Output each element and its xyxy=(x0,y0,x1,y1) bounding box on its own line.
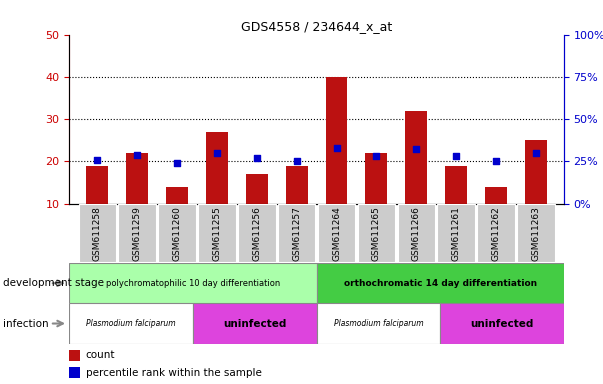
Bar xyxy=(86,166,108,204)
FancyBboxPatch shape xyxy=(158,204,196,262)
Text: infection: infection xyxy=(3,318,49,329)
Bar xyxy=(317,263,564,303)
Text: GSM611257: GSM611257 xyxy=(292,206,301,261)
Text: GSM611262: GSM611262 xyxy=(491,206,500,261)
Text: Plasmodium falciparum: Plasmodium falciparum xyxy=(86,319,176,328)
Text: uninfected: uninfected xyxy=(470,318,534,329)
Point xyxy=(451,153,461,159)
Bar xyxy=(326,77,347,204)
Text: Plasmodium falciparum: Plasmodium falciparum xyxy=(333,319,423,328)
Bar xyxy=(317,303,440,344)
Text: percentile rank within the sample: percentile rank within the sample xyxy=(86,367,262,377)
Text: polychromatophilic 10 day differentiation: polychromatophilic 10 day differentiatio… xyxy=(106,279,280,288)
Text: GSM611256: GSM611256 xyxy=(252,206,261,261)
Bar xyxy=(525,140,547,204)
Bar xyxy=(246,174,268,204)
Point xyxy=(132,151,142,157)
Bar xyxy=(69,350,80,361)
Bar xyxy=(206,132,228,204)
Text: orthochromatic 14 day differentiation: orthochromatic 14 day differentiation xyxy=(344,279,537,288)
FancyBboxPatch shape xyxy=(198,204,236,262)
Text: GSM611259: GSM611259 xyxy=(133,206,142,261)
Bar xyxy=(69,263,317,303)
Text: GSM611255: GSM611255 xyxy=(212,206,221,261)
FancyBboxPatch shape xyxy=(517,204,555,262)
Point xyxy=(491,158,501,164)
Bar xyxy=(405,111,428,204)
Point xyxy=(92,157,102,163)
Point xyxy=(531,150,541,156)
Text: GSM611265: GSM611265 xyxy=(372,206,381,261)
Text: GSM611263: GSM611263 xyxy=(531,206,540,261)
Text: uninfected: uninfected xyxy=(223,318,286,329)
Point xyxy=(252,155,262,161)
Bar xyxy=(69,367,80,378)
Point xyxy=(212,150,222,156)
Point xyxy=(411,146,421,152)
FancyBboxPatch shape xyxy=(397,204,435,262)
Text: GSM611258: GSM611258 xyxy=(93,206,102,261)
FancyBboxPatch shape xyxy=(238,204,276,262)
Bar xyxy=(365,153,387,204)
Bar xyxy=(126,153,148,204)
Point xyxy=(172,160,182,166)
FancyBboxPatch shape xyxy=(78,204,116,262)
Point xyxy=(292,158,302,164)
Text: development stage: development stage xyxy=(3,278,104,288)
Text: count: count xyxy=(86,350,115,360)
Text: GSM611260: GSM611260 xyxy=(172,206,182,261)
FancyBboxPatch shape xyxy=(118,204,156,262)
FancyBboxPatch shape xyxy=(318,204,355,262)
Bar xyxy=(193,303,317,344)
Text: GSM611261: GSM611261 xyxy=(452,206,461,261)
Title: GDS4558 / 234644_x_at: GDS4558 / 234644_x_at xyxy=(241,20,392,33)
Point xyxy=(371,153,381,159)
FancyBboxPatch shape xyxy=(278,204,315,262)
Point xyxy=(332,145,341,151)
Bar xyxy=(286,166,308,204)
Text: GSM611264: GSM611264 xyxy=(332,206,341,261)
Bar xyxy=(485,187,507,204)
FancyBboxPatch shape xyxy=(437,204,475,262)
FancyBboxPatch shape xyxy=(478,204,515,262)
Text: GSM611266: GSM611266 xyxy=(412,206,421,261)
Bar xyxy=(440,303,564,344)
FancyBboxPatch shape xyxy=(358,204,395,262)
Bar xyxy=(445,166,467,204)
Bar xyxy=(69,303,193,344)
Bar xyxy=(166,187,188,204)
